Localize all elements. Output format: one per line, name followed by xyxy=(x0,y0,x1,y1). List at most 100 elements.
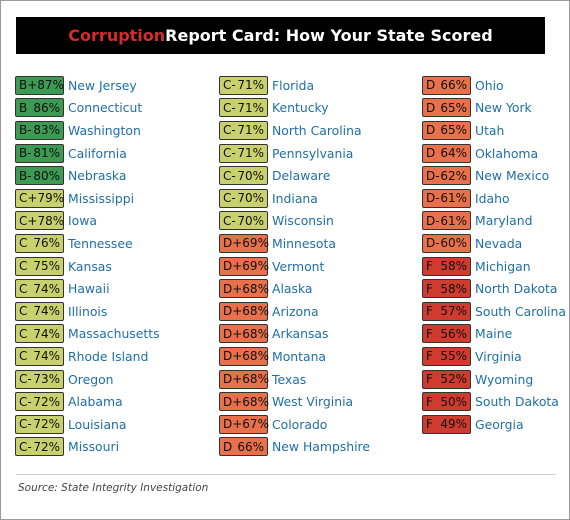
grade-row: B- 80% Nebraska xyxy=(15,164,195,187)
grade-letter: C- xyxy=(223,100,236,115)
grade-row: D 64% Oklahoma xyxy=(422,142,570,165)
grade-badge: D- 60% xyxy=(422,233,471,253)
grade-letter: C- xyxy=(223,123,236,138)
grade-letter: C- xyxy=(19,417,32,432)
state-name: Delaware xyxy=(272,168,331,184)
grade-score: 56% xyxy=(440,326,467,341)
grade-letter: D xyxy=(223,439,233,454)
grade-score: 68% xyxy=(242,304,269,319)
state-name: North Carolina xyxy=(272,122,362,138)
grade-badge: D+ 69% xyxy=(219,256,269,276)
grade-letter: B xyxy=(19,100,28,115)
grade-row: C 74% Hawaii xyxy=(15,277,195,300)
state-name: Utah xyxy=(475,122,505,138)
grade-letter: F xyxy=(426,326,433,341)
grade-badge: B- 81% xyxy=(15,143,64,163)
grade-badge: D+ 68% xyxy=(219,392,269,412)
grade-letter: F xyxy=(426,349,433,364)
state-name: Michigan xyxy=(475,258,531,274)
grade-row: C- 72% Missouri xyxy=(15,436,195,459)
state-name: Indiana xyxy=(272,190,318,206)
grade-column-2: C- 71% Florida C- 71% Kentucky C- 71% North Caro… xyxy=(219,74,399,458)
grade-badge: C- 71% xyxy=(219,143,268,163)
grade-letter: C- xyxy=(223,168,236,183)
grade-row: C 75% Kansas xyxy=(15,255,195,278)
state-name: Alabama xyxy=(68,394,123,410)
state-name: Washington xyxy=(68,122,141,138)
grade-letter: C- xyxy=(19,372,32,387)
grade-letter: D+ xyxy=(223,304,243,319)
state-name: Texas xyxy=(272,371,307,387)
state-name: Colorado xyxy=(272,416,328,432)
grade-badge: D+ 69% xyxy=(219,233,269,253)
grade-score: 70% xyxy=(237,213,264,228)
state-name: North Dakota xyxy=(475,281,558,297)
grade-badge: C- 71% xyxy=(219,120,268,140)
grade-row: F 56% Maine xyxy=(422,323,570,346)
state-name: New Mexico xyxy=(475,168,550,184)
grade-letter: B- xyxy=(19,146,32,161)
grade-letter: D+ xyxy=(223,281,243,296)
grade-row: C+ 79% Mississippi xyxy=(15,187,195,210)
state-name: Tennessee xyxy=(68,235,133,251)
grade-badge: C 74% xyxy=(15,346,64,366)
grade-score: 67% xyxy=(242,417,269,432)
state-name: Pennsylvania xyxy=(272,145,354,161)
grade-letter: C xyxy=(19,304,28,319)
grade-score: 79% xyxy=(37,191,65,206)
grade-badge: D+ 68% xyxy=(219,279,269,299)
grade-badge: B+ 87% xyxy=(15,75,64,95)
grade-row: D+ 68% West Virginia xyxy=(219,390,399,413)
state-name: New York xyxy=(475,100,532,116)
grade-letter: D+ xyxy=(223,259,243,274)
grade-row: C- 71% Florida xyxy=(219,74,399,97)
grade-badge: C 74% xyxy=(15,324,64,344)
grade-row: D+ 68% Alaska xyxy=(219,277,399,300)
grade-row: D- 62% New Mexico xyxy=(422,164,570,187)
grade-score: 74% xyxy=(33,349,60,364)
grade-row: D- 61% Maryland xyxy=(422,210,570,233)
grade-badge: D- 61% xyxy=(422,188,471,208)
grade-score: 68% xyxy=(242,394,269,409)
grade-letter: C xyxy=(19,259,28,274)
grade-column-3: D 66% Ohio D 65% New York D 65% Utah D 64% Oklahoma… xyxy=(422,74,570,436)
grade-row: B- 83% Washington xyxy=(15,119,195,142)
grade-badge: C+ 78% xyxy=(15,211,64,231)
state-name: Kentucky xyxy=(272,100,329,116)
grade-badge: C- 70% xyxy=(219,211,268,231)
grade-score: 69% xyxy=(242,236,269,251)
grade-badge: C- 70% xyxy=(219,188,268,208)
grade-score: 68% xyxy=(242,372,269,387)
grade-badge: F 52% xyxy=(422,369,471,389)
state-name: Kansas xyxy=(68,258,112,274)
state-name: Maine xyxy=(475,326,513,342)
grade-row: C- 72% Louisiana xyxy=(15,413,195,436)
grade-letter: B+ xyxy=(19,78,38,93)
grade-letter: F xyxy=(426,259,433,274)
state-name: Massachusetts xyxy=(68,326,160,342)
grade-badge: B- 83% xyxy=(15,120,64,140)
grade-badge: C 74% xyxy=(15,301,64,321)
grade-score: 73% xyxy=(33,372,60,387)
grade-badge: D 66% xyxy=(422,75,471,95)
source-note: Source: State Integrity Investigation xyxy=(18,482,209,494)
grade-row: C 74% Rhode Island xyxy=(15,345,195,368)
grade-letter: C- xyxy=(223,213,236,228)
state-name: Nebraska xyxy=(68,168,127,184)
grade-score: 55% xyxy=(440,349,467,364)
grade-badge: D+ 68% xyxy=(219,369,269,389)
grade-badge: C- 72% xyxy=(15,392,64,412)
grade-letter: D- xyxy=(426,168,440,183)
grade-letter: C xyxy=(19,281,28,296)
state-name: Nevada xyxy=(475,235,523,251)
state-name: Wyoming xyxy=(475,371,534,387)
grade-score: 70% xyxy=(237,168,264,183)
grade-badge: F 58% xyxy=(422,256,471,276)
grade-badge: C- 71% xyxy=(219,75,268,95)
grade-badge: B- 80% xyxy=(15,166,64,186)
grade-score: 86% xyxy=(33,100,60,115)
grade-score: 83% xyxy=(33,123,60,138)
state-name: Georgia xyxy=(475,416,524,432)
state-name: New Hampshire xyxy=(272,439,371,455)
grade-score: 74% xyxy=(33,304,60,319)
